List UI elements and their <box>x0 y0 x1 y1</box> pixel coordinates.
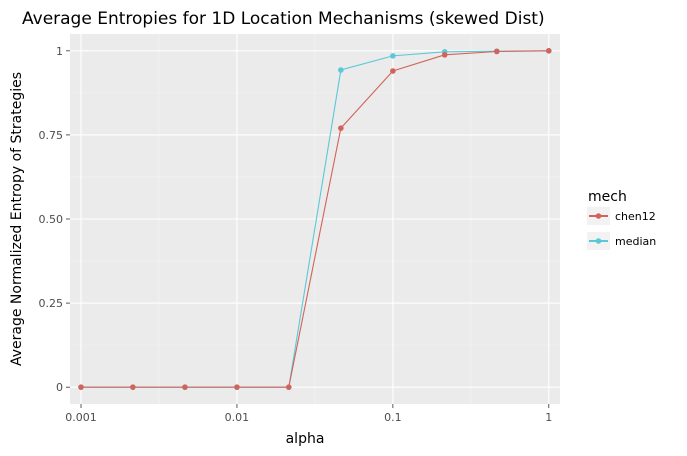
data-point-chen12 <box>234 384 240 390</box>
y-tick-label: 0 <box>56 381 63 394</box>
x-tick-label: 1 <box>545 411 552 424</box>
y-tick-label: 0.50 <box>39 213 64 226</box>
data-point-chen12 <box>182 384 188 390</box>
series-layer <box>78 48 552 390</box>
x-tick-label: 0.1 <box>384 411 402 424</box>
x-tick-label: 0.001 <box>65 411 97 424</box>
data-point-chen12 <box>493 48 500 55</box>
series-line-chen12 <box>81 50 549 388</box>
data-point-median <box>390 53 396 59</box>
legend-title: mech <box>588 189 627 205</box>
legend: mech chen12 median <box>587 189 656 250</box>
legend-key-point-chen12 <box>595 213 602 219</box>
y-axis-title: Average Normalized Entropy of Strategies <box>9 72 25 366</box>
y-tick-label: 0.75 <box>39 129 64 142</box>
x-tick-label: 0.01 <box>225 411 250 424</box>
data-point-chen12 <box>441 52 448 58</box>
chart-title: Average Entropies for 1D Location Mechan… <box>22 9 545 29</box>
data-point-chen12 <box>130 384 136 390</box>
y-axis: 0 0.25 0.50 0.75 1 <box>39 45 70 394</box>
legend-key-point-median <box>595 238 602 244</box>
y-tick-label: 0.25 <box>39 297 64 310</box>
data-point-median <box>338 67 344 73</box>
data-point-chen12 <box>545 48 552 54</box>
x-axis-title: alpha <box>286 431 325 447</box>
y-tick-label: 1 <box>56 45 63 58</box>
x-axis: 0.001 0.01 0.1 1 <box>65 404 552 424</box>
data-point-chen12 <box>285 384 292 390</box>
data-point-chen12 <box>390 68 396 74</box>
legend-label-chen12: chen12 <box>615 210 656 223</box>
data-point-chen12 <box>78 384 84 390</box>
legend-label-median: median <box>615 235 656 248</box>
data-point-chen12 <box>338 125 344 131</box>
